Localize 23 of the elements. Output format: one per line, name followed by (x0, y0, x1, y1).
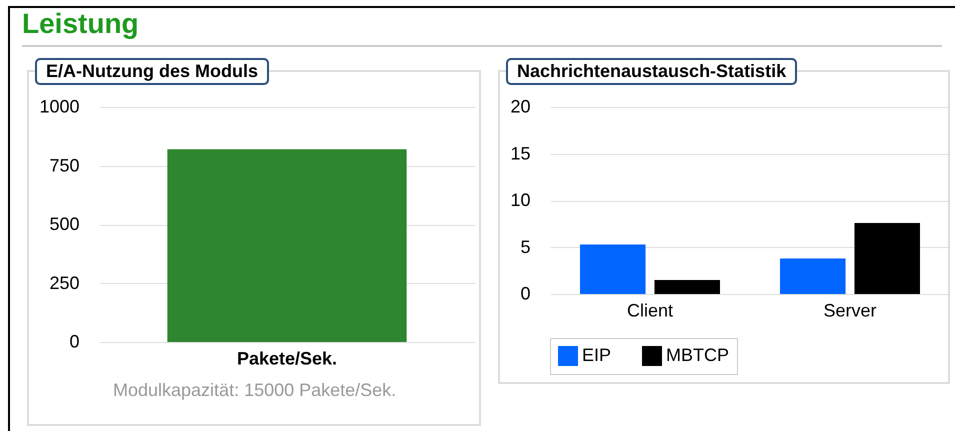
y-tick-label: 10 (510, 190, 530, 210)
y-tick-label: 0 (520, 284, 530, 304)
text: Modulkapazität: 15000 Pakete/Sek. (113, 380, 396, 401)
bar (854, 222, 920, 294)
bar (654, 280, 720, 294)
bar (580, 244, 646, 294)
y-tick-label: 0 (69, 332, 80, 352)
y-tick-label: 5 (520, 236, 530, 257)
chart-title: E/A-Nutzung des Moduls (35, 58, 269, 85)
bar (780, 258, 846, 294)
y-tick-label: 1000 (39, 96, 80, 116)
y-tick-label: 20 (510, 96, 530, 116)
x-tick-label: Server (823, 300, 877, 320)
y-tick-label: 15 (510, 143, 530, 164)
y-tick-label: 250 (49, 272, 80, 293)
legend-label: MBTCP (666, 345, 729, 365)
x-tick-label: Pakete/Sek. (236, 348, 338, 368)
chart-title: Nachrichtenaustausch-Statistik (506, 58, 798, 85)
x-tick-label: Client (626, 300, 674, 320)
legend-label: EIP (582, 345, 612, 365)
text: Leistung (22, 8, 139, 40)
y-tick-label: 500 (49, 214, 80, 234)
y-tick-label: 750 (49, 155, 80, 176)
